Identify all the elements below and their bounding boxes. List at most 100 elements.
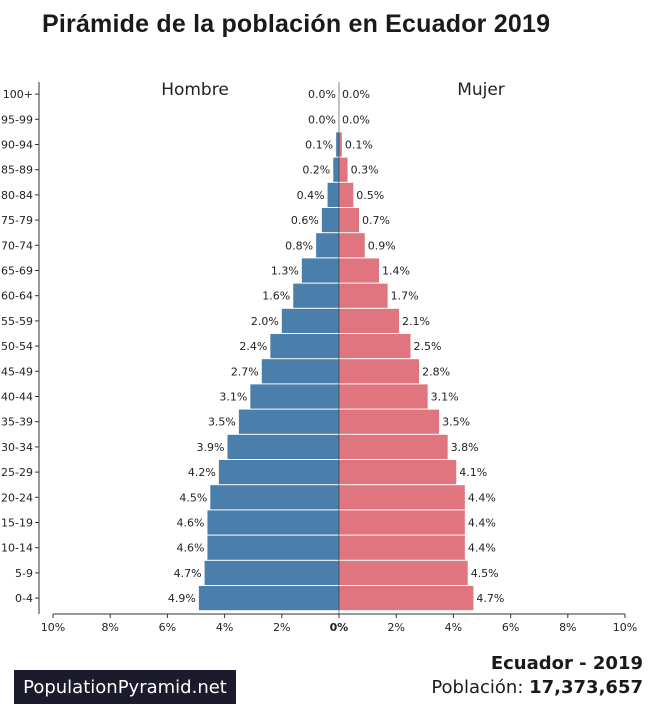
age-group-label: 55-59: [1, 315, 33, 328]
value-label-hombre: 4.6%: [176, 542, 204, 555]
bar-mujer-25-29: [339, 460, 457, 485]
age-group-label: 90-94: [1, 139, 33, 152]
value-label-mujer: 1.7%: [391, 290, 419, 303]
value-label-mujer: 4.4%: [468, 517, 496, 530]
value-label-hombre: 0.4%: [297, 189, 325, 202]
age-group-label: 35-39: [1, 416, 33, 429]
value-label-hombre: 0.0%: [308, 88, 336, 101]
value-label-hombre: 0.6%: [291, 214, 319, 227]
bar-mujer-55-59: [339, 308, 400, 333]
bar-mujer-75-79: [339, 208, 360, 233]
x-tick-label: 6%: [159, 621, 176, 634]
bar-mujer-50-54: [339, 334, 411, 359]
value-label-mujer: 4.1%: [459, 466, 487, 479]
value-label-hombre: 2.4%: [239, 340, 267, 353]
value-label-mujer: 3.1%: [431, 391, 459, 404]
value-label-mujer: 0.7%: [362, 214, 390, 227]
value-label-hombre: 0.1%: [305, 139, 333, 152]
bar-mujer-15-19: [339, 510, 465, 535]
value-label-hombre: 3.1%: [219, 391, 247, 404]
value-label-mujer: 3.5%: [442, 416, 470, 429]
age-group-label: 65-69: [1, 265, 33, 278]
bar-hombre-20-24: [210, 485, 339, 510]
value-label-hombre: 0.0%: [308, 113, 336, 126]
bar-mujer-0-4: [339, 586, 474, 611]
x-tick-label: 4%: [445, 621, 462, 634]
age-group-label: 80-84: [1, 189, 33, 202]
bar-hombre-45-49: [261, 359, 339, 384]
age-group-label: 30-34: [1, 441, 33, 454]
population-pyramid-chart: 0-4 4.9% 4.7% 5-9 4.7% 4.5% 10-14 4.6% 4.4% 15-19…: [1, 80, 637, 634]
age-group-label: 0-4: [15, 592, 33, 605]
value-label-mujer: 4.5%: [471, 567, 499, 580]
x-tick-label: 8%: [559, 621, 576, 634]
age-group-label: 20-24: [1, 491, 33, 504]
bar-mujer-65-69: [339, 258, 380, 283]
bar-mujer-40-44: [339, 384, 428, 409]
bar-hombre-60-64: [293, 283, 339, 308]
population-label: Población:: [431, 677, 530, 698]
value-label-hombre: 4.6%: [176, 517, 204, 530]
bar-mujer-45-49: [339, 359, 420, 384]
value-label-mujer: 0.5%: [356, 189, 384, 202]
bar-hombre-0-4: [198, 586, 339, 611]
value-label-hombre: 4.2%: [188, 466, 216, 479]
value-label-hombre: 0.8%: [285, 239, 313, 252]
population-total: Población: 17,373,657: [431, 677, 643, 698]
value-label-mujer: 4.7%: [476, 592, 504, 605]
age-group-label: 100+: [3, 88, 33, 101]
value-label-mujer: 1.4%: [382, 265, 410, 278]
age-group-label: 10-14: [1, 542, 33, 555]
value-label-mujer: 2.1%: [402, 315, 430, 328]
age-group-label: 75-79: [1, 214, 33, 227]
brand-logo-link[interactable]: PopulationPyramid.net: [14, 670, 236, 704]
age-group-label: 15-19: [1, 517, 33, 530]
x-tick-label: 10%: [41, 621, 65, 634]
age-group-label: 95-99: [1, 113, 33, 126]
x-tick-label: 10%: [613, 621, 637, 634]
bar-hombre-10-14: [207, 535, 339, 560]
bar-hombre-80-84: [327, 182, 339, 207]
bar-mujer-80-84: [339, 182, 354, 207]
value-label-mujer: 2.5%: [414, 340, 442, 353]
age-group-label: 25-29: [1, 466, 33, 479]
value-label-hombre: 2.0%: [251, 315, 279, 328]
bar-mujer-30-34: [339, 434, 448, 459]
value-label-hombre: 3.9%: [197, 441, 225, 454]
x-tick-label: 2%: [273, 621, 290, 634]
bar-hombre-25-29: [218, 460, 339, 485]
age-group-label: 60-64: [1, 290, 33, 303]
page-title: Pirámide de la población en Ecuador 2019: [42, 10, 551, 38]
value-label-mujer: 3.8%: [451, 441, 479, 454]
bar-hombre-15-19: [207, 510, 339, 535]
value-label-hombre: 0.2%: [302, 164, 330, 177]
bar-mujer-10-14: [339, 535, 465, 560]
value-label-mujer: 0.0%: [342, 88, 370, 101]
value-label-mujer: 0.3%: [351, 164, 379, 177]
bar-hombre-5-9: [204, 560, 339, 585]
age-group-label: 5-9: [15, 567, 33, 580]
value-label-hombre: 2.7%: [231, 365, 259, 378]
bar-mujer-70-74: [339, 233, 365, 258]
bar-hombre-90-94: [336, 132, 339, 157]
value-label-mujer: 0.9%: [368, 239, 396, 252]
age-group-label: 50-54: [1, 340, 33, 353]
bar-mujer-35-39: [339, 409, 440, 434]
value-label-mujer: 0.1%: [345, 139, 373, 152]
bar-hombre-55-59: [281, 308, 339, 333]
bar-mujer-60-64: [339, 283, 388, 308]
value-label-hombre: 1.3%: [271, 265, 299, 278]
age-group-label: 40-44: [1, 391, 33, 404]
value-label-hombre: 4.9%: [168, 592, 196, 605]
bar-hombre-75-79: [321, 208, 339, 233]
age-group-label: 85-89: [1, 164, 33, 177]
value-label-mujer: 0.0%: [342, 113, 370, 126]
x-tick-label: 0%: [330, 621, 349, 634]
legend-hombre: Hombre: [161, 80, 229, 100]
country-year-label: Ecuador - 2019: [490, 653, 643, 674]
bar-hombre-65-69: [301, 258, 339, 283]
bar-hombre-70-74: [316, 233, 339, 258]
value-label-hombre: 4.7%: [174, 567, 202, 580]
bar-hombre-35-39: [238, 409, 339, 434]
bar-mujer-85-89: [339, 157, 348, 182]
